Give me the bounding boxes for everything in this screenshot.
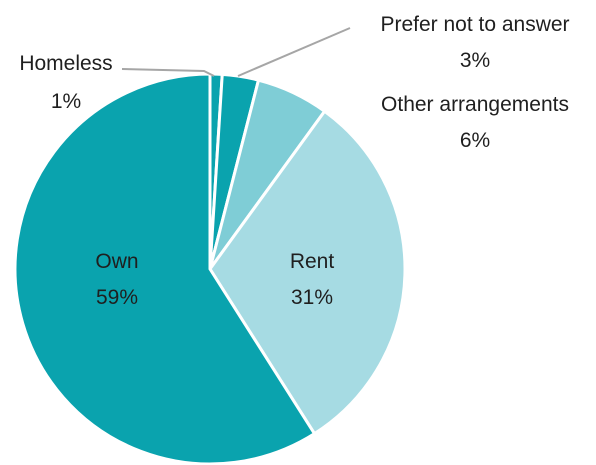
slice-label-rent: Rent [290, 250, 335, 273]
slice-label-own: Own [95, 250, 138, 273]
slice-label-prefer-not-to-answer: Prefer not to answer [380, 13, 569, 36]
leader-lines [121, 27, 351, 77]
slice-value-other-arrangements: 6% [460, 129, 490, 152]
pie-slice-rent [208, 109, 407, 436]
leader-line-homeless [121, 68, 215, 77]
slice-value-prefer-not-to-answer: 3% [460, 49, 490, 72]
slice-value-homeless: 1% [51, 90, 81, 113]
slice-value-own: 59% [96, 286, 138, 309]
pie-slice-own [13, 72, 317, 465]
slice-label-other-arrangements: Other arrangements [381, 93, 569, 116]
slice-label-homeless: Homeless [19, 52, 112, 75]
pie-slices [13, 72, 407, 465]
slice-value-rent: 31% [291, 286, 333, 309]
slice-labels: Own 59% Homeless 1% Prefer not to answer… [19, 13, 569, 309]
leader-line-prefer-not-to-answer [237, 27, 351, 77]
